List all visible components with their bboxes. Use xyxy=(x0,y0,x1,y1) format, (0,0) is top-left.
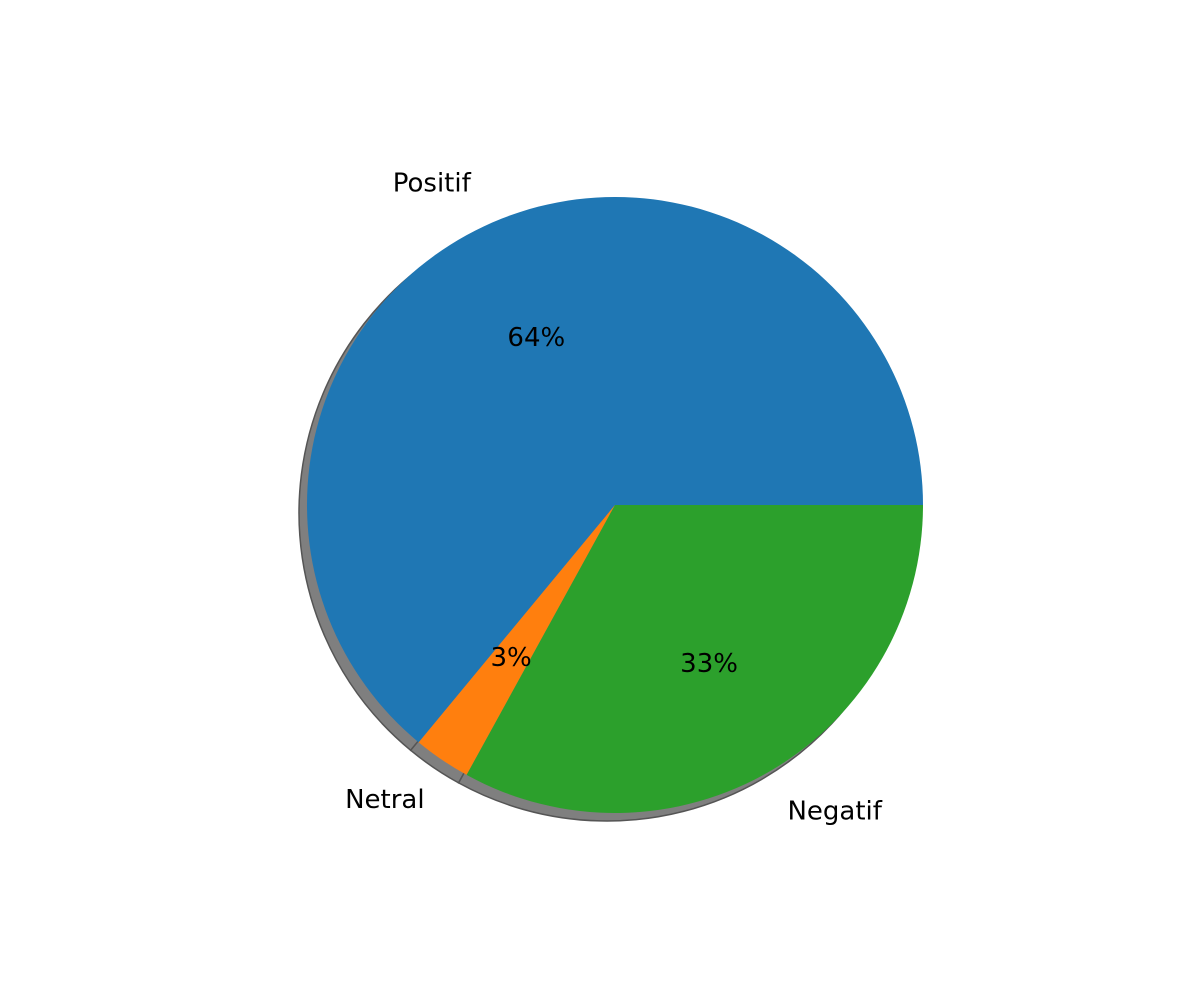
pie-slices xyxy=(307,197,923,813)
pie-labels: Positif 64% Netral 3% Negatif 33% xyxy=(345,168,883,826)
slice-label-netral: Netral xyxy=(345,785,425,815)
pct-label-positif: 64% xyxy=(507,323,565,353)
pct-label-negatif: 33% xyxy=(680,649,738,679)
pie-slice-positif xyxy=(307,197,923,743)
pie-slice-netral xyxy=(418,505,615,775)
pie-slice-negatif xyxy=(466,505,923,813)
pct-label-netral: 3% xyxy=(491,643,532,673)
slice-label-negatif: Negatif xyxy=(787,797,882,827)
slice-label-positif: Positif xyxy=(393,168,472,198)
